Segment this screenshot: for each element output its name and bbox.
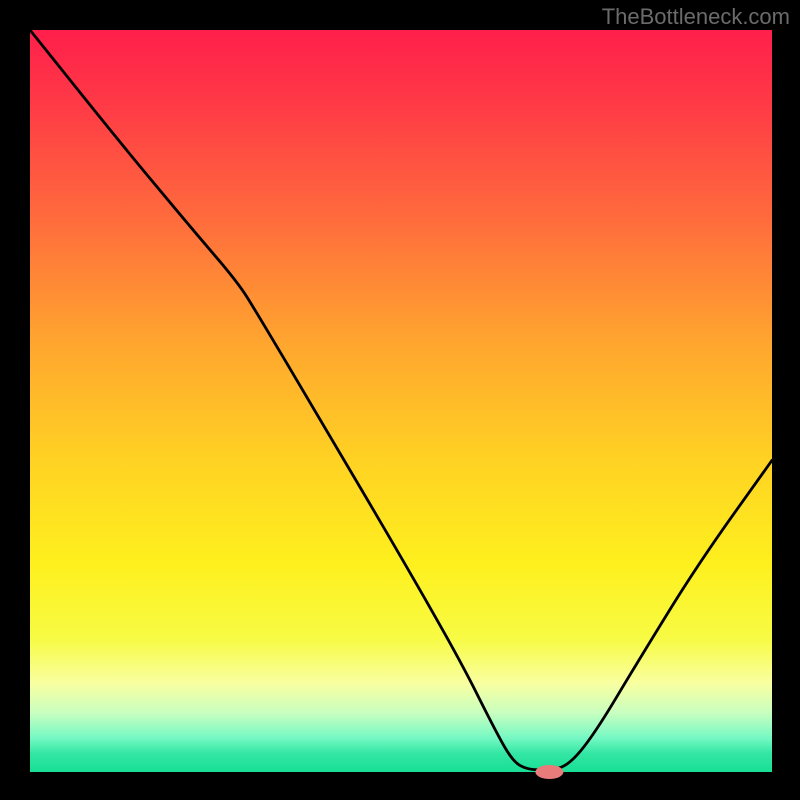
optimal-marker [535,765,563,779]
bottleneck-chart [0,0,800,800]
chart-stage: TheBottleneck.com [0,0,800,800]
gradient-background [30,30,772,772]
